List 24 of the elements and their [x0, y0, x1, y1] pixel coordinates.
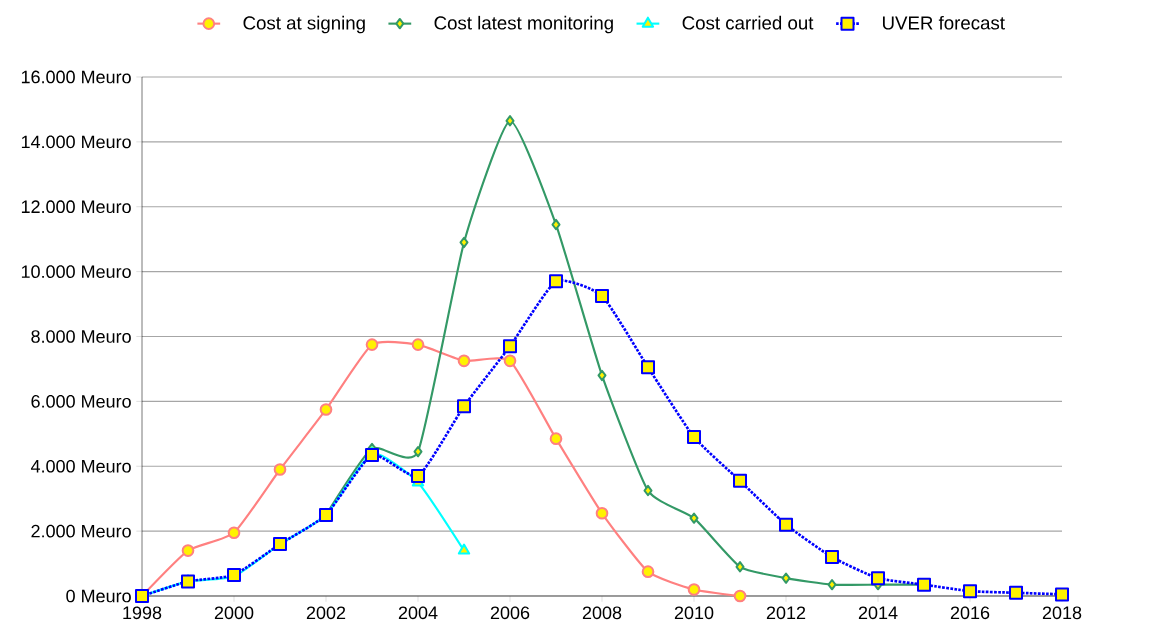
x-tick-label: 2002 — [306, 606, 346, 620]
y-tick-label: 10.000 Meuro — [21, 265, 131, 278]
x-tick-label: 2010 — [674, 606, 714, 620]
y-tick-label: 8.000 Meuro — [31, 330, 131, 343]
x-tick-label: 2006 — [490, 606, 530, 620]
x-tick-label: 2018 — [1042, 606, 1082, 620]
x-tick-label: 2004 — [398, 606, 438, 620]
y-tick-label: 16.000 Meuro — [21, 70, 131, 84]
y-tick-label: 14.000 Meuro — [21, 135, 131, 149]
y-tick-label: 12.000 Meuro — [21, 200, 131, 214]
x-tick-label: 2014 — [858, 606, 898, 620]
x-tick-label: 2016 — [950, 606, 990, 620]
x-tick-label: 1998 — [123, 606, 162, 620]
y-tick-label: 0 Meuro — [66, 589, 131, 603]
y-tick-label: 6.000 Meuro — [31, 395, 131, 408]
legend-label: Cost carried out — [682, 15, 814, 30]
legend-label: Cost at signing — [243, 15, 365, 34]
y-tick-label: 4.000 Meuro — [30, 459, 131, 473]
x-tick-label: 2008 — [582, 606, 622, 620]
y-tick-label: 2.000 Meuro — [31, 524, 131, 538]
x-tick-label: 2000 — [214, 606, 254, 620]
x-tick-label: 2012 — [766, 606, 806, 620]
legend-label: Cost latest monitoring — [434, 15, 613, 34]
legend-label: UVER forecast — [882, 15, 1005, 30]
